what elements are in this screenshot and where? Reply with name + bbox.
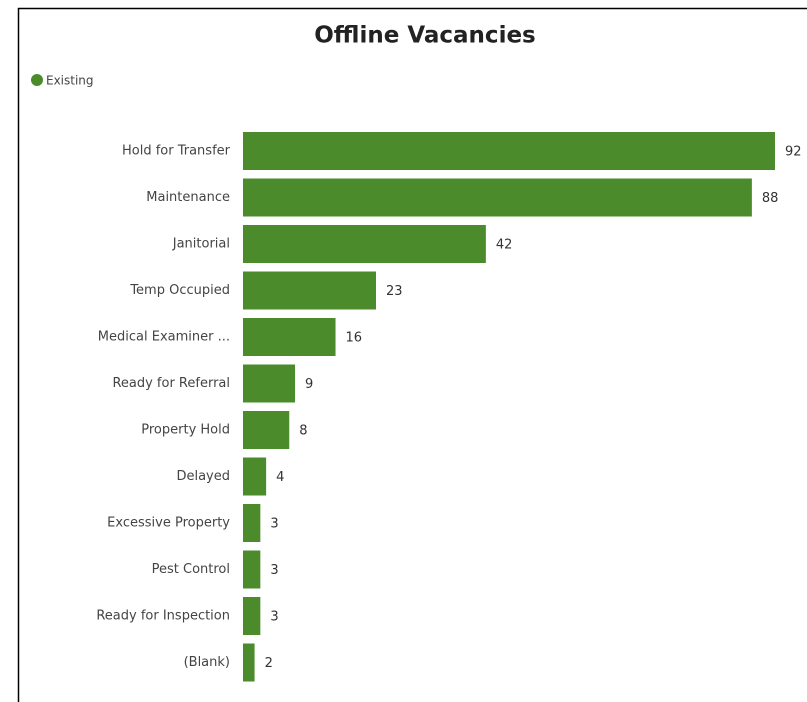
data-label: 8 <box>299 424 307 439</box>
legend-marker <box>31 74 43 86</box>
bar <box>243 178 752 217</box>
data-label: 42 <box>496 238 513 253</box>
category-label: Pest Control <box>152 562 230 577</box>
data-label: 4 <box>276 470 284 485</box>
category-label: Maintenance <box>146 190 230 205</box>
category-label: Medical Examiner ... <box>98 330 230 345</box>
bar <box>243 504 261 542</box>
data-label: 88 <box>762 191 779 206</box>
bar <box>243 318 336 356</box>
data-label: 3 <box>270 610 278 625</box>
category-label: Delayed <box>176 469 230 484</box>
bar <box>243 271 376 310</box>
data-label: 92 <box>785 145 802 160</box>
data-label: 9 <box>305 377 313 392</box>
bar <box>243 597 261 635</box>
bar <box>243 225 486 263</box>
legend-label: Existing <box>46 74 94 88</box>
category-label: Janitorial <box>172 237 230 252</box>
data-label: 3 <box>270 563 278 578</box>
bar <box>243 364 296 403</box>
data-label: 16 <box>346 331 363 346</box>
data-label: 23 <box>386 284 403 299</box>
bar <box>243 411 290 449</box>
category-label: Property Hold <box>141 423 230 438</box>
category-label: Ready for Inspection <box>96 609 230 624</box>
data-label: 2 <box>265 656 273 671</box>
bar <box>243 132 775 170</box>
bar <box>243 643 255 682</box>
category-label: Hold for Transfer <box>122 144 231 159</box>
chart-title: Offline Vacancies <box>314 23 536 49</box>
category-label: (Blank) <box>184 655 230 670</box>
category-label: Ready for Referral <box>112 376 230 391</box>
bar <box>243 457 267 496</box>
category-label: Excessive Property <box>107 516 230 531</box>
bar <box>243 550 261 589</box>
data-label: 3 <box>270 517 278 532</box>
category-label: Temp Occupied <box>129 283 230 298</box>
